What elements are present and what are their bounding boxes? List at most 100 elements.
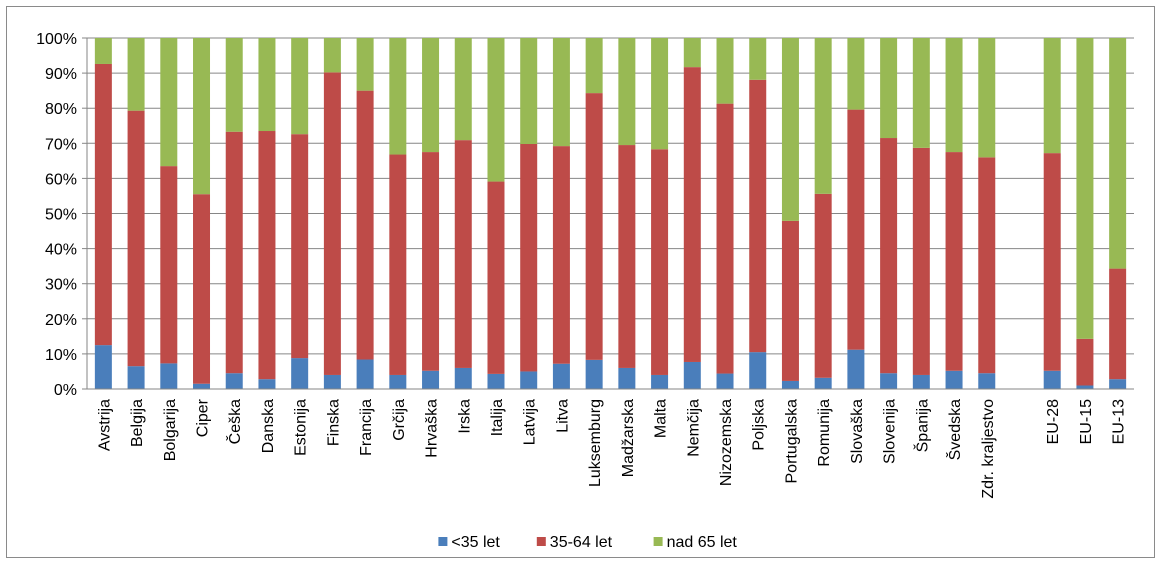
legend: <35 let 35-64 let nad 65 let <box>438 534 737 551</box>
bar-segment <box>389 374 407 389</box>
y-axis-tick-labels: 0% 10% 20% 30% 40% 50% 60% 70% 80% 90% 100% <box>36 31 77 399</box>
x-tick-label: Švedska <box>945 399 964 460</box>
legend-swatch <box>438 537 448 546</box>
bar-segment <box>749 352 767 389</box>
bar-segment <box>716 103 734 374</box>
x-tick-label: EU-15 <box>1078 399 1095 444</box>
bar-segment <box>880 138 898 374</box>
x-tick-label: Portugalska <box>783 399 800 484</box>
bar-segment <box>291 134 309 359</box>
bar-segment <box>978 373 996 389</box>
legend-entry-label: <35 let <box>451 534 500 551</box>
x-tick-label: EU-28 <box>1045 399 1062 444</box>
bar-segment <box>618 367 636 389</box>
x-tick-label: Slovaška <box>849 399 866 464</box>
bar-segment <box>716 373 734 389</box>
x-tick-label: Nemčija <box>685 399 702 457</box>
bar-segment <box>160 38 178 167</box>
bar-segment <box>225 38 243 132</box>
bar-segment <box>749 38 767 80</box>
legend-swatch <box>653 537 663 546</box>
bar-segment <box>945 38 963 153</box>
bar-segment <box>520 38 538 145</box>
x-tick-label: Litva <box>554 399 571 433</box>
bar-segment <box>912 38 930 148</box>
bar-segment <box>618 38 636 146</box>
x-tick-label: Nizozemska <box>718 399 735 486</box>
bar-segment <box>356 38 374 91</box>
bar-segment <box>585 359 603 389</box>
bar-segment <box>847 109 865 350</box>
x-tick-label: Španija <box>912 399 931 452</box>
bar-segment <box>1076 338 1094 386</box>
bar-segment <box>127 38 145 111</box>
x-tick-label: Hrvaška <box>424 399 441 458</box>
bar-segment <box>94 345 112 389</box>
bar-segment <box>193 383 211 389</box>
bar-segment <box>1043 38 1061 154</box>
bar-segment <box>487 373 505 389</box>
x-tick-label: Grčija <box>391 399 408 441</box>
bar-segment <box>912 147 930 375</box>
bar-segment <box>520 371 538 389</box>
bar-segment <box>356 90 374 360</box>
bar-segment <box>683 67 701 362</box>
bar-segment <box>127 366 145 389</box>
x-tick-label: Malta <box>653 399 670 438</box>
bars <box>94 38 1127 389</box>
bar-segment <box>945 370 963 389</box>
y-tick-label: 20% <box>45 312 77 329</box>
bar-segment <box>552 363 570 389</box>
bar-segment <box>1076 385 1094 389</box>
bar-segment <box>291 358 309 389</box>
x-tick-label: Irska <box>456 399 473 434</box>
bar-segment <box>552 146 570 364</box>
bar-segment <box>781 380 799 389</box>
bar-segment <box>749 79 767 353</box>
bar-segment <box>1109 268 1127 380</box>
bar-segment <box>487 38 505 182</box>
bar-segment <box>978 38 996 158</box>
axes <box>86 38 1134 390</box>
x-tick-label: Slovenija <box>882 399 899 464</box>
bar-segment <box>520 144 538 372</box>
x-axis-tick-labels: Avstrija Belgija Bolgarija Ciper Češka Danska… <box>96 398 1127 498</box>
bar-segment <box>912 374 930 389</box>
bar-segment <box>291 38 309 135</box>
bar-segment <box>422 152 440 371</box>
x-tick-label: Luksemburg <box>587 399 604 487</box>
bar-segment <box>454 38 472 141</box>
bar-segment <box>847 38 865 110</box>
bar-segment <box>1109 379 1127 389</box>
bar-segment <box>258 379 276 389</box>
y-tick-label: 50% <box>45 207 77 224</box>
bar-segment <box>683 38 701 68</box>
legend-swatch <box>536 537 546 546</box>
y-tick-label: 0% <box>54 382 77 399</box>
bar-segment <box>585 38 603 94</box>
y-tick-label: 60% <box>45 171 77 188</box>
bar-segment <box>814 377 832 389</box>
bar-segment <box>454 367 472 389</box>
x-tick-label: Finska <box>325 399 342 446</box>
y-tick-label: 70% <box>45 136 77 153</box>
bar-segment <box>323 374 341 389</box>
bar-segment <box>716 38 734 104</box>
y-tick-label: 40% <box>45 242 77 259</box>
bar-segment <box>978 157 996 374</box>
bar-segment <box>880 373 898 389</box>
y-tick-label: 100% <box>36 31 77 48</box>
bar-segment <box>1076 38 1094 339</box>
x-tick-label: Češka <box>225 399 244 444</box>
x-tick-label: Latvija <box>522 399 539 445</box>
bar-segment <box>356 359 374 389</box>
bar-segment <box>323 72 341 375</box>
bar-segment <box>945 152 963 371</box>
bar-segment <box>683 361 701 389</box>
bar-segment <box>258 131 276 380</box>
x-tick-label: Zdr. kraljestvo <box>980 399 997 499</box>
bar-segment <box>225 373 243 389</box>
bar-segment <box>454 140 472 368</box>
legend-entry-label: nad 65 let <box>667 534 738 551</box>
